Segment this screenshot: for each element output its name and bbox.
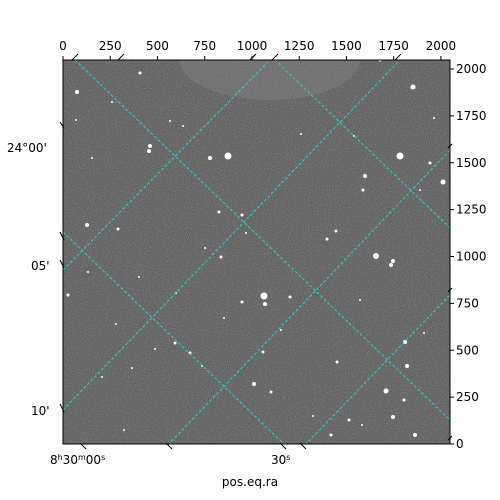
pixel-y-tick-label: 1750 [456, 109, 487, 123]
pixel-y-axis: 0 250 500 750 1000 1250 1500 1750 2000 [450, 62, 487, 451]
star [419, 189, 421, 191]
star [335, 360, 339, 364]
x-axis-label: pos.eq.ra [221, 475, 279, 489]
star [252, 382, 256, 386]
dec-tick-label-2: 10' [31, 404, 50, 418]
dec-tick-label-0: 24°00' [7, 141, 47, 155]
star [169, 120, 171, 122]
pixel-x-tick-label: 500 [146, 39, 169, 53]
star [347, 418, 351, 422]
pixel-x-tick-label: 750 [193, 39, 216, 53]
star [173, 341, 177, 345]
star [361, 188, 365, 192]
star [433, 117, 435, 119]
star [373, 253, 379, 259]
pixel-y-tick-label: 1250 [456, 203, 487, 217]
star [423, 332, 425, 334]
star [240, 300, 244, 304]
pixel-y-tick-label: 0 [456, 437, 464, 451]
pixel-x-axis: 0 250 500 750 1000 1250 1500 1750 2000 [59, 39, 456, 60]
pixel-y-tick-label: 750 [456, 296, 479, 310]
ra-tick-label-1: 30s [271, 453, 290, 467]
star [329, 433, 333, 437]
star [148, 144, 152, 148]
plot-frame [62, 59, 451, 445]
star [154, 348, 156, 350]
pixel-y-tick-label: 1500 [456, 156, 487, 170]
star [391, 415, 395, 419]
star [91, 157, 93, 159]
star [300, 133, 302, 135]
star [101, 376, 103, 378]
star [334, 229, 338, 233]
star [413, 433, 417, 437]
star-field-image [63, 60, 450, 444]
dec-tick-label-1: 05' [31, 259, 50, 273]
world-axis-ticks [59, 53, 453, 450]
star [224, 152, 232, 160]
star [405, 364, 409, 368]
star [410, 84, 416, 90]
star [131, 367, 133, 369]
star [138, 276, 140, 278]
star [204, 247, 206, 249]
pixel-x-tick-label: 250 [99, 39, 122, 53]
star [269, 390, 273, 394]
star [260, 292, 268, 300]
star [223, 317, 225, 319]
pixel-x-tick-label: 2000 [426, 39, 457, 53]
star [111, 101, 113, 103]
pixel-x-tick-label: 1500 [331, 39, 362, 53]
star [261, 350, 265, 354]
star [280, 329, 282, 331]
pixel-y-tick-label: 250 [456, 390, 479, 404]
star [391, 259, 395, 263]
star [87, 271, 89, 273]
star [361, 424, 363, 426]
pixel-y-tick-label: 2000 [456, 62, 487, 76]
star [363, 174, 367, 178]
star [85, 223, 89, 227]
star [288, 295, 292, 299]
pixel-x-tick-label: 0 [59, 39, 67, 53]
star [440, 179, 446, 185]
star [138, 71, 142, 75]
star [263, 302, 267, 306]
star [208, 156, 212, 160]
star [115, 323, 117, 325]
star [147, 149, 151, 153]
star [325, 237, 329, 241]
star [383, 388, 389, 394]
star [219, 255, 223, 259]
pixel-x-tick-label: 1000 [237, 39, 268, 53]
star [66, 293, 70, 297]
ra-tick-label-0: 8h30m00s [50, 453, 105, 467]
star [396, 152, 404, 160]
star [312, 415, 314, 417]
pixel-x-tick-label: 1750 [378, 39, 409, 53]
pixel-y-tick-label: 500 [456, 343, 479, 357]
star [245, 232, 247, 234]
star [240, 213, 244, 217]
star [123, 429, 125, 431]
pixel-x-tick-label: 1250 [284, 39, 315, 53]
star [116, 227, 120, 231]
star [75, 90, 79, 94]
star [182, 125, 184, 127]
pixel-y-tick-label: 1000 [456, 250, 487, 264]
star [359, 299, 361, 301]
star [217, 210, 221, 214]
star [428, 161, 432, 165]
star [402, 398, 406, 402]
star [75, 119, 77, 121]
star [389, 263, 393, 267]
